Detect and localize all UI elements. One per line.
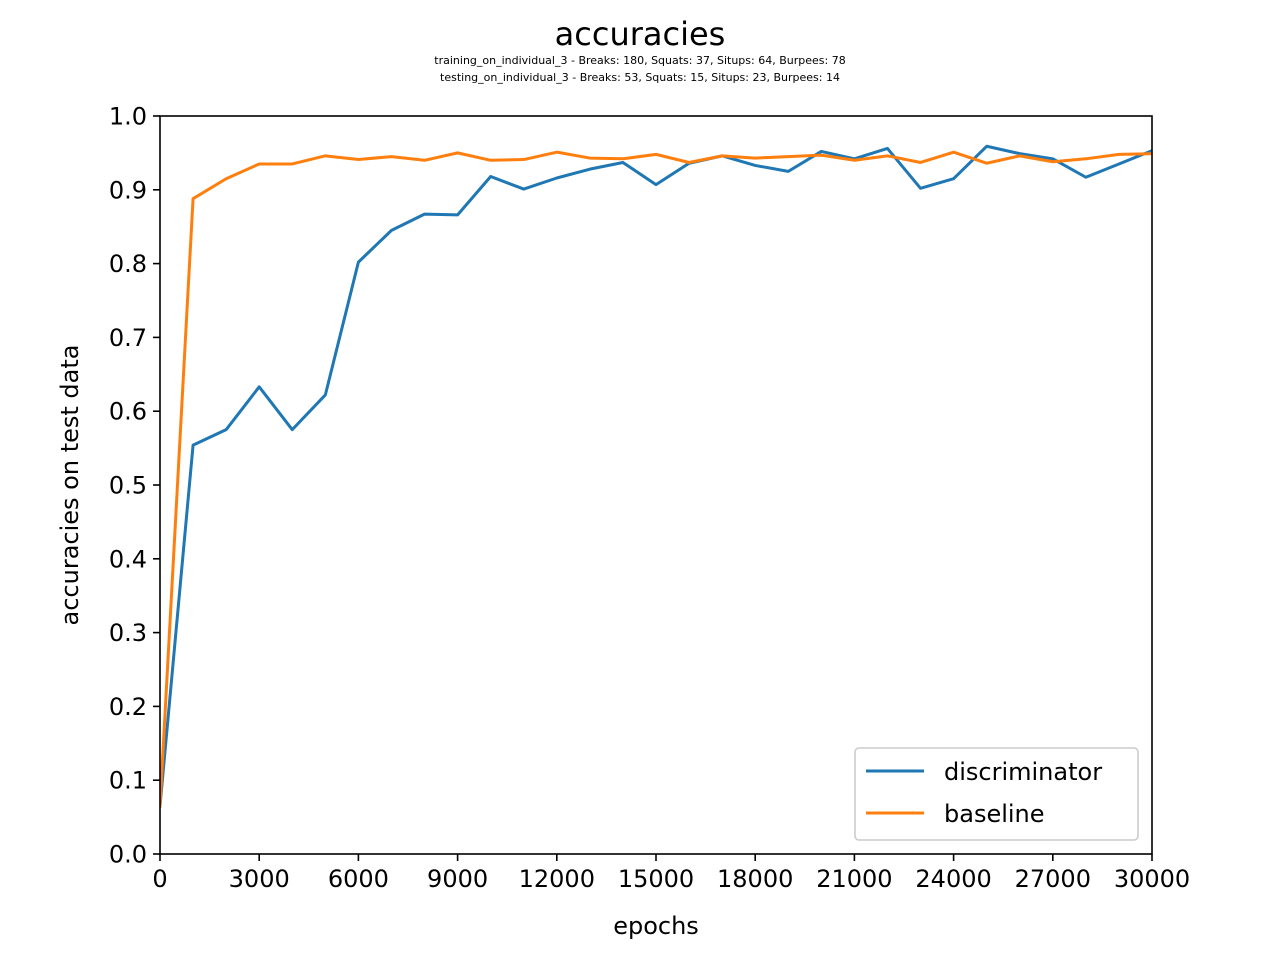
y-tick-label: 0.3: [109, 619, 147, 647]
plot-area-frame: [159, 115, 1153, 855]
x-tick-label: 30000: [1114, 865, 1190, 893]
y-tick-label: 0.4: [109, 545, 147, 573]
x-axis-label: epochs: [613, 912, 699, 940]
y-tick-label: 0.8: [109, 250, 147, 278]
y-axis-label: accuracies on test data: [56, 345, 84, 626]
legend: discriminator baseline: [854, 747, 1139, 841]
legend-label-discriminator: discriminator: [944, 758, 1102, 786]
y-tick-label: 0.1: [109, 767, 147, 795]
series-line-discriminator: [160, 144, 1152, 808]
y-tick-label: 0.6: [109, 398, 147, 426]
y-tick-label: 1.0: [109, 103, 147, 131]
legend-frame: [854, 747, 1139, 841]
chart-subtitle-line-1: training_on_individual_3 - Breaks: 180, …: [434, 54, 845, 67]
series-line-baseline: [160, 150, 1152, 808]
x-tick-label: 0: [152, 865, 167, 893]
x-tick-label: 6000: [328, 865, 389, 893]
x-tick-label: 15000: [618, 865, 694, 893]
x-axis: 0 3000 6000 9000 12000 15000 18000 21000 24000 27…: [152, 854, 1190, 893]
y-tick-label: 0.2: [109, 693, 147, 721]
x-tick-label: 24000: [915, 865, 991, 893]
y-tick-label: 0.5: [109, 472, 147, 500]
x-tick-label: 18000: [717, 865, 793, 893]
x-tick-label: 9000: [427, 865, 488, 893]
y-tick-label: 0.0: [109, 841, 147, 869]
x-tick-label: 21000: [816, 865, 892, 893]
x-tick-label: 3000: [229, 865, 290, 893]
y-axis: 0.0 0.1 0.2 0.3 0.4 0.5 0.6 0.7 0.8 0.9 1.0: [109, 103, 160, 869]
chart-title: accuracies: [555, 15, 726, 53]
legend-label-baseline: baseline: [944, 800, 1045, 828]
x-tick-label: 27000: [1015, 865, 1091, 893]
y-tick-label: 0.9: [109, 176, 147, 204]
series-layer: [160, 144, 1152, 808]
x-tick-label: 12000: [519, 865, 595, 893]
y-tick-label: 0.7: [109, 324, 147, 352]
chart-subtitle-line-2: testing_on_individual_3 - Breaks: 53, Sq…: [440, 71, 840, 84]
